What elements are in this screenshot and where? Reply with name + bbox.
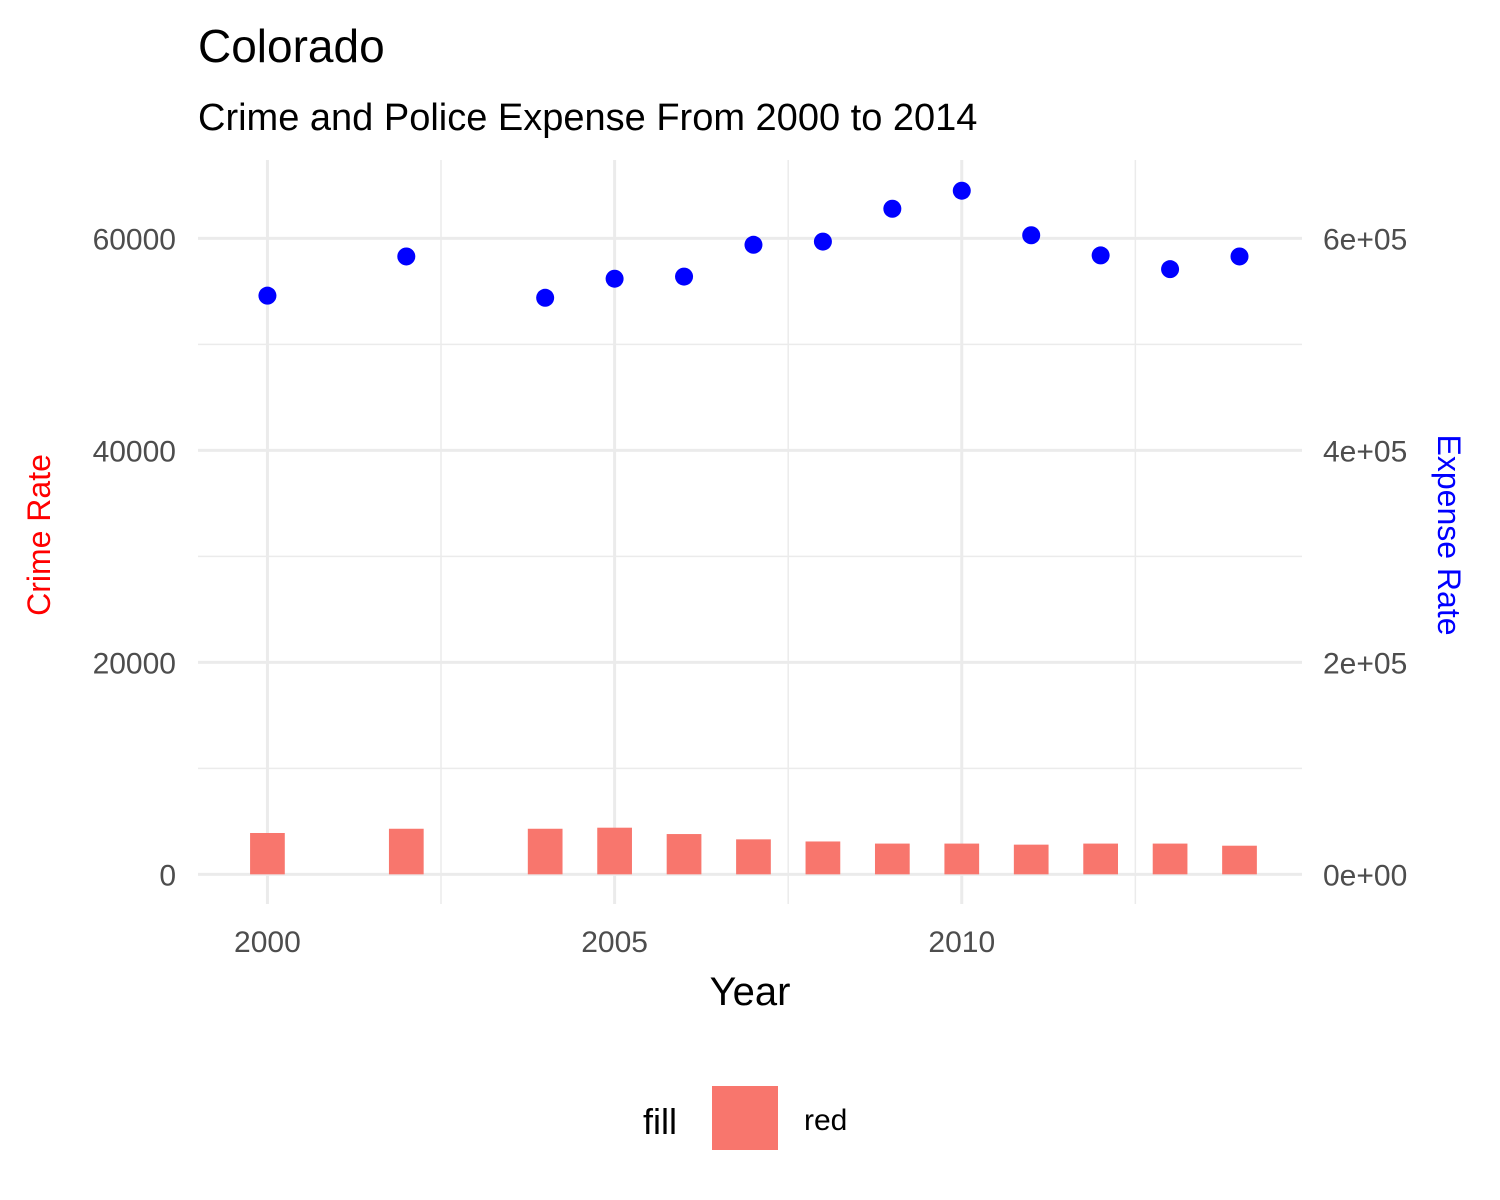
x-tick-label: 2005: [581, 926, 648, 959]
expense-point: [1091, 246, 1110, 265]
legend-title: fill: [643, 1101, 677, 1142]
chart-title: Colorado: [198, 20, 385, 72]
expense-point: [397, 247, 416, 266]
crime-bar: [736, 839, 771, 875]
expense-point: [883, 199, 902, 218]
expense-point: [536, 288, 555, 307]
expense-point: [1161, 260, 1180, 279]
x-tick-label: 2010: [928, 926, 995, 959]
crime-bar: [1013, 844, 1049, 875]
legend: fill red: [643, 1086, 847, 1150]
crime-bar: [388, 828, 424, 875]
y-axis-title-left: Crime Rate: [21, 454, 57, 616]
crime-bar: [1083, 843, 1118, 875]
crime-bar: [874, 843, 910, 875]
expense-point: [952, 181, 971, 200]
y-tick-label-right: 0e+00: [1323, 859, 1407, 892]
y-tick-label-left: 20000: [93, 647, 176, 680]
x-tick-label: 2000: [234, 926, 301, 959]
x-tick-labels: 2000 2005 2010: [234, 926, 995, 959]
right-y-tick-labels: 0e+00 2e+05 4e+05 6e+05: [1323, 223, 1407, 892]
crime-bar: [1152, 843, 1188, 875]
y-tick-label-left: 60000: [93, 223, 176, 256]
y-tick-label-left: 0: [159, 859, 176, 892]
expense-points: [258, 181, 1249, 307]
y-tick-label-right: 2e+05: [1323, 647, 1407, 680]
y-tick-label-left: 40000: [93, 435, 176, 468]
crime-bar: [250, 832, 285, 875]
expense-point: [813, 232, 832, 251]
expense-point: [258, 286, 277, 305]
crime-bar: [944, 843, 980, 875]
expense-point: [675, 267, 694, 286]
crime-bar: [527, 828, 563, 875]
crime-bar: [666, 834, 702, 875]
x-axis-title: Year: [710, 970, 791, 1014]
crime-bars: [250, 827, 1257, 875]
grid: [198, 160, 1302, 904]
chart-subtitle: Crime and Police Expense From 2000 to 20…: [198, 97, 977, 139]
legend-label: red: [804, 1104, 847, 1137]
expense-point: [744, 235, 763, 254]
left-y-tick-labels: 0 20000 40000 60000: [93, 223, 176, 892]
expense-point: [1022, 226, 1041, 245]
crime-bar: [597, 827, 632, 875]
expense-point: [1230, 247, 1249, 266]
y-axis-title-right: Expense Rate: [1431, 434, 1467, 635]
crime-bar: [805, 841, 841, 875]
y-tick-label-right: 6e+05: [1323, 223, 1407, 256]
expense-point: [605, 269, 624, 288]
crime-bar: [1222, 845, 1257, 875]
legend-swatch: [712, 1086, 778, 1150]
y-tick-label-right: 4e+05: [1323, 435, 1407, 468]
